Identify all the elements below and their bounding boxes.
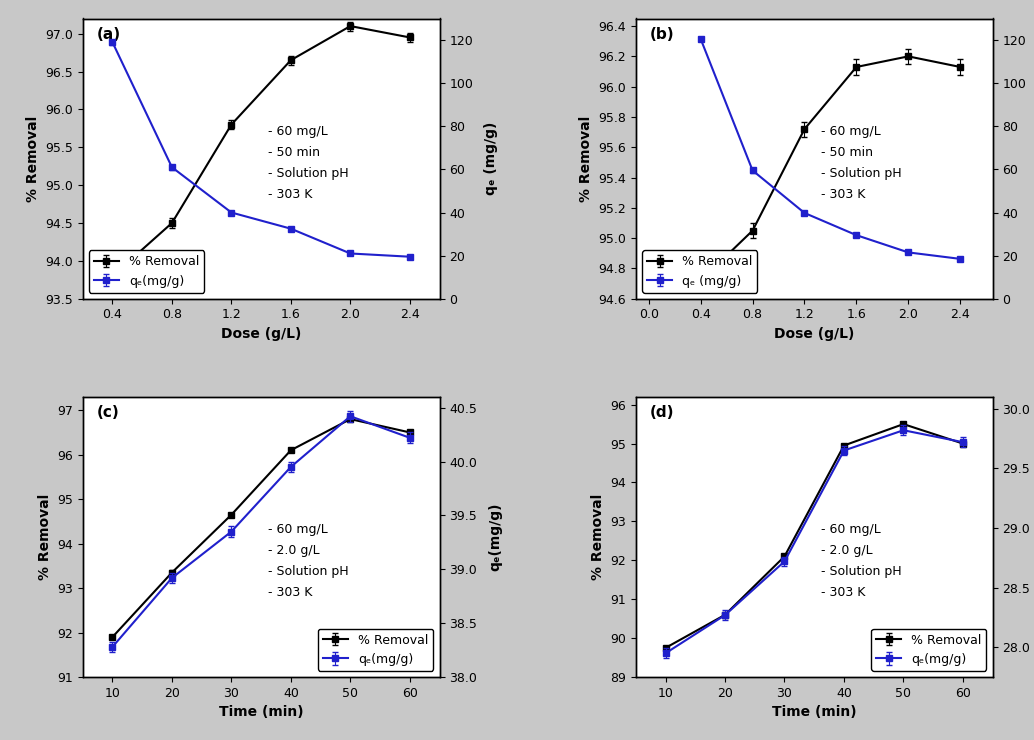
Y-axis label: % Removal: % Removal [579, 115, 592, 202]
Legend: % Removal, qₑ(mg/g): % Removal, qₑ(mg/g) [89, 250, 205, 292]
Text: - 60 mg/L
- 2.0 g/L
- Solution pH
- 303 K: - 60 mg/L - 2.0 g/L - Solution pH - 303 … [821, 523, 902, 599]
Text: - 60 mg/L
- 50 min
- Solution pH
- 303 K: - 60 mg/L - 50 min - Solution pH - 303 K [268, 125, 348, 201]
Y-axis label: % Removal: % Removal [37, 494, 52, 580]
Y-axis label: % Removal: % Removal [26, 115, 39, 202]
Text: - 60 mg/L
- 50 min
- Solution pH
- 303 K: - 60 mg/L - 50 min - Solution pH - 303 K [821, 125, 902, 201]
Y-axis label: qₑ (mg/g): qₑ (mg/g) [484, 122, 498, 195]
X-axis label: Time (min): Time (min) [219, 705, 303, 719]
X-axis label: Dose (g/L): Dose (g/L) [221, 327, 301, 341]
Text: - 60 mg/L
- 2.0 g/L
- Solution pH
- 303 K: - 60 mg/L - 2.0 g/L - Solution pH - 303 … [268, 523, 348, 599]
Text: (d): (d) [650, 406, 674, 420]
X-axis label: Dose (g/L): Dose (g/L) [774, 327, 854, 341]
Legend: % Removal, qₑ (mg/g): % Removal, qₑ (mg/g) [642, 250, 758, 292]
Text: (b): (b) [650, 27, 675, 42]
Y-axis label: qₑ(mg/g): qₑ(mg/g) [488, 502, 503, 571]
Legend: % Removal, qₑ(mg/g): % Removal, qₑ(mg/g) [871, 628, 986, 671]
X-axis label: Time (min): Time (min) [772, 705, 856, 719]
Legend: % Removal, qₑ(mg/g): % Removal, qₑ(mg/g) [317, 628, 433, 671]
Text: (c): (c) [97, 406, 120, 420]
Text: (a): (a) [97, 27, 121, 42]
Y-axis label: % Removal: % Removal [590, 494, 605, 580]
